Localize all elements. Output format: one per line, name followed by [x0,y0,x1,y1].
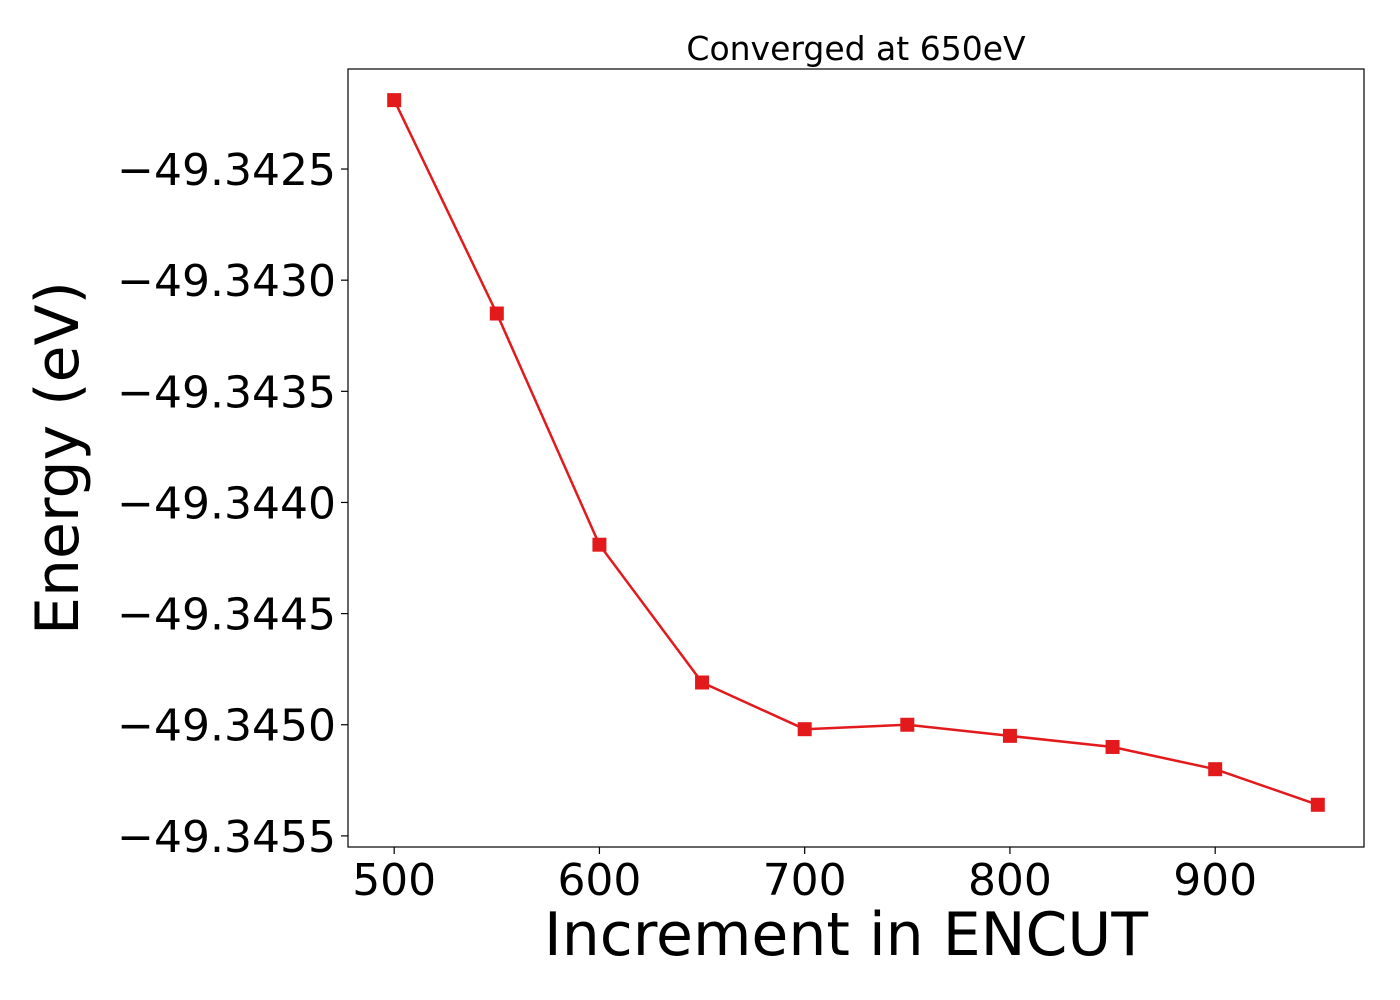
y-tick-label: −49.3435 [117,367,336,418]
plot-area-frame [347,68,1365,848]
x-tick-label: 600 [557,855,641,906]
x-tick-label: 900 [1173,855,1257,906]
x-tick-label: 800 [968,855,1052,906]
x-axis-ticks: 500 600 700 800 900 [352,847,1257,906]
data-point-marker [1002,728,1017,743]
chart-title: Converged at 650eV [686,29,1026,68]
series-markers [387,93,1325,812]
data-point-marker [489,306,504,321]
data-point-marker [1208,762,1223,777]
y-tick-label: −49.3450 [117,701,336,752]
data-point-marker [695,675,710,690]
y-tick-label: −49.3440 [117,478,336,529]
data-point-marker [592,537,607,552]
data-point-marker [1105,739,1120,754]
data-point-marker [1310,797,1325,812]
data-point-marker [900,717,915,732]
y-tick-label: −49.3430 [117,256,336,307]
data-point-marker [387,93,402,108]
data-point-marker [797,722,812,737]
y-tick-label: −49.3425 [117,145,336,196]
y-tick-label: −49.3445 [117,590,336,641]
x-tick-label: 700 [763,855,847,906]
series-line [393,99,1319,806]
x-tick-label: 500 [352,855,436,906]
x-axis-label: Increment in ENCUT [544,900,1148,970]
y-tick-label: −49.3455 [117,812,336,863]
y-axis-label: Energy (eV) [23,281,93,635]
y-axis-ticks: −49.3425 −49.3430 −49.3435 −49.3440 −49.3445… [117,145,348,863]
